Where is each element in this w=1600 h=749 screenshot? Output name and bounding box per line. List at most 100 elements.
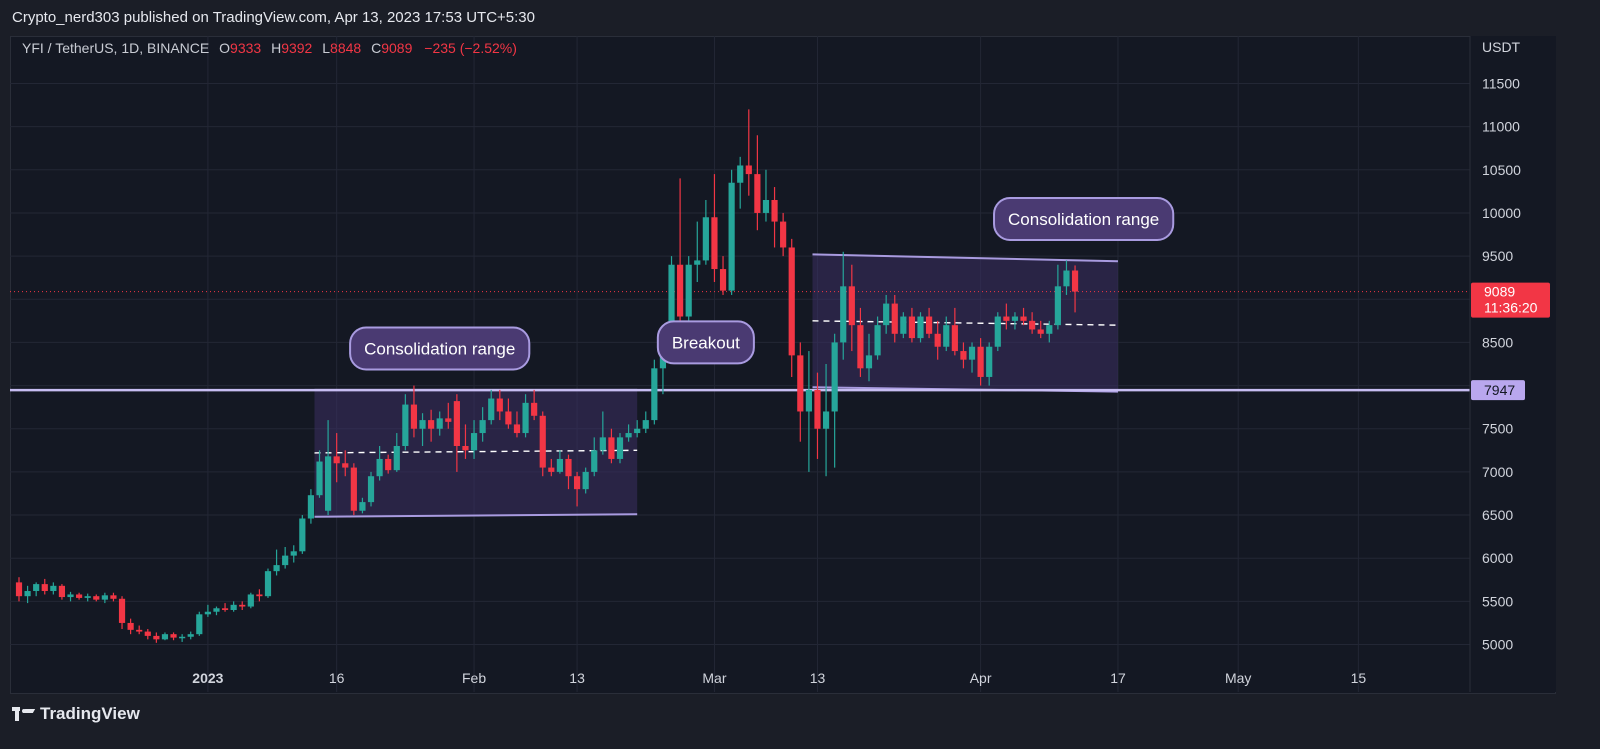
candle-body[interactable] (556, 458, 563, 472)
range-mid-line[interactable] (812, 320, 1118, 326)
candle-body[interactable] (1071, 270, 1079, 292)
candle-body[interactable] (1046, 325, 1053, 334)
candle-body[interactable] (960, 351, 967, 360)
candle-body[interactable] (599, 437, 606, 451)
candle-body[interactable] (822, 411, 830, 429)
candle-body[interactable] (625, 433, 632, 438)
candle-body[interactable] (50, 585, 57, 592)
candle-body[interactable] (385, 458, 392, 471)
candle-body[interactable] (573, 476, 581, 490)
candle-body[interactable] (479, 420, 486, 434)
candle-body[interactable] (874, 325, 881, 356)
candle-body[interactable] (994, 316, 1001, 347)
candle-body[interactable] (1003, 316, 1010, 321)
candle-body[interactable] (737, 165, 744, 183)
candle-body[interactable] (41, 584, 48, 592)
candle-body[interactable] (462, 446, 469, 451)
candle-body[interactable] (316, 461, 323, 496)
candle-body[interactable] (213, 608, 220, 612)
tradingview-logo[interactable]: TradingView (12, 704, 140, 724)
candle-body[interactable] (745, 165, 752, 175)
candle-body[interactable] (608, 437, 615, 459)
candle-body[interactable] (505, 411, 512, 425)
candle-body[interactable] (282, 555, 289, 566)
candle-body[interactable] (1029, 320, 1036, 330)
candle-body[interactable] (986, 346, 993, 377)
candle-body[interactable] (488, 398, 495, 421)
candle-body[interactable] (136, 629, 143, 632)
candle-body[interactable] (780, 221, 787, 248)
candle-body[interactable] (402, 404, 409, 446)
candle-body[interactable] (196, 614, 203, 635)
range-top-line[interactable] (812, 253, 1119, 263)
candle-body[interactable] (101, 595, 108, 600)
candle-body[interactable] (771, 200, 778, 222)
candle-body[interactable] (677, 264, 684, 317)
candle-body[interactable] (805, 389, 812, 412)
candle-body[interactable] (76, 594, 83, 598)
annotation-box[interactable] (993, 196, 1175, 241)
candle-body[interactable] (445, 418, 452, 422)
candle-body[interactable] (187, 634, 194, 637)
candle-body[interactable] (333, 456, 340, 464)
candle-body[interactable] (290, 551, 297, 556)
candle-body[interactable] (1063, 270, 1070, 287)
candle-body[interactable] (33, 584, 40, 592)
candle-body[interactable] (719, 269, 727, 291)
candle-body[interactable] (247, 594, 254, 607)
candle-body[interactable] (24, 591, 31, 597)
candle-body[interactable] (513, 424, 521, 434)
candle-body[interactable] (642, 420, 649, 429)
price-axis[interactable] (1470, 36, 1556, 692)
candle-body[interactable] (762, 200, 770, 213)
candle-body[interactable] (634, 428, 641, 434)
candle-body[interactable] (582, 471, 589, 490)
candle-body[interactable] (883, 303, 890, 326)
candle-body[interactable] (685, 264, 692, 317)
candle-body[interactable] (848, 286, 855, 326)
candle-body[interactable] (943, 325, 950, 347)
candle-body[interactable] (307, 495, 315, 519)
candle-body[interactable] (256, 594, 263, 597)
candle-body[interactable] (840, 286, 847, 343)
candle-body[interactable] (788, 247, 795, 356)
range-bottom-line[interactable] (314, 513, 638, 518)
candle-body[interactable] (865, 355, 873, 369)
candle-body[interactable] (496, 398, 503, 412)
candle-body[interactable] (1020, 316, 1027, 321)
candle-body[interactable] (239, 604, 246, 607)
candle-body[interactable] (668, 264, 675, 339)
candle-body[interactable] (814, 389, 821, 429)
candle-body[interactable] (565, 458, 572, 477)
candle-body[interactable] (367, 476, 375, 503)
candle-body[interactable] (264, 571, 272, 597)
candle-body[interactable] (831, 342, 838, 412)
candle-body[interactable] (522, 402, 529, 434)
candle-body[interactable] (470, 433, 478, 451)
candle-body[interactable] (891, 303, 898, 334)
candle-body[interactable] (230, 604, 237, 610)
candle-body[interactable] (161, 634, 169, 640)
candle-body[interactable] (900, 316, 907, 334)
candle-body[interactable] (977, 346, 984, 377)
candle-body[interactable] (221, 608, 229, 610)
candle-body[interactable] (711, 217, 718, 270)
candle-body[interactable] (376, 458, 383, 477)
candle-body[interactable] (754, 174, 761, 213)
candle-body[interactable] (93, 596, 100, 600)
candle-body[interactable] (917, 316, 924, 339)
candle-body[interactable] (934, 333, 941, 347)
consolidation-range-box[interactable] (812, 254, 1118, 392)
candle-body[interactable] (350, 467, 357, 511)
candle-body[interactable] (419, 420, 426, 429)
candle-body[interactable] (393, 446, 400, 471)
candle-body[interactable] (204, 611, 211, 615)
candle-body[interactable] (531, 402, 538, 416)
candle-body[interactable] (410, 404, 418, 429)
candle-body[interactable] (324, 456, 332, 511)
candle-body[interactable] (179, 636, 186, 639)
candle-body[interactable] (548, 467, 555, 472)
candle-body[interactable] (694, 260, 701, 265)
candle-body[interactable] (728, 182, 735, 291)
